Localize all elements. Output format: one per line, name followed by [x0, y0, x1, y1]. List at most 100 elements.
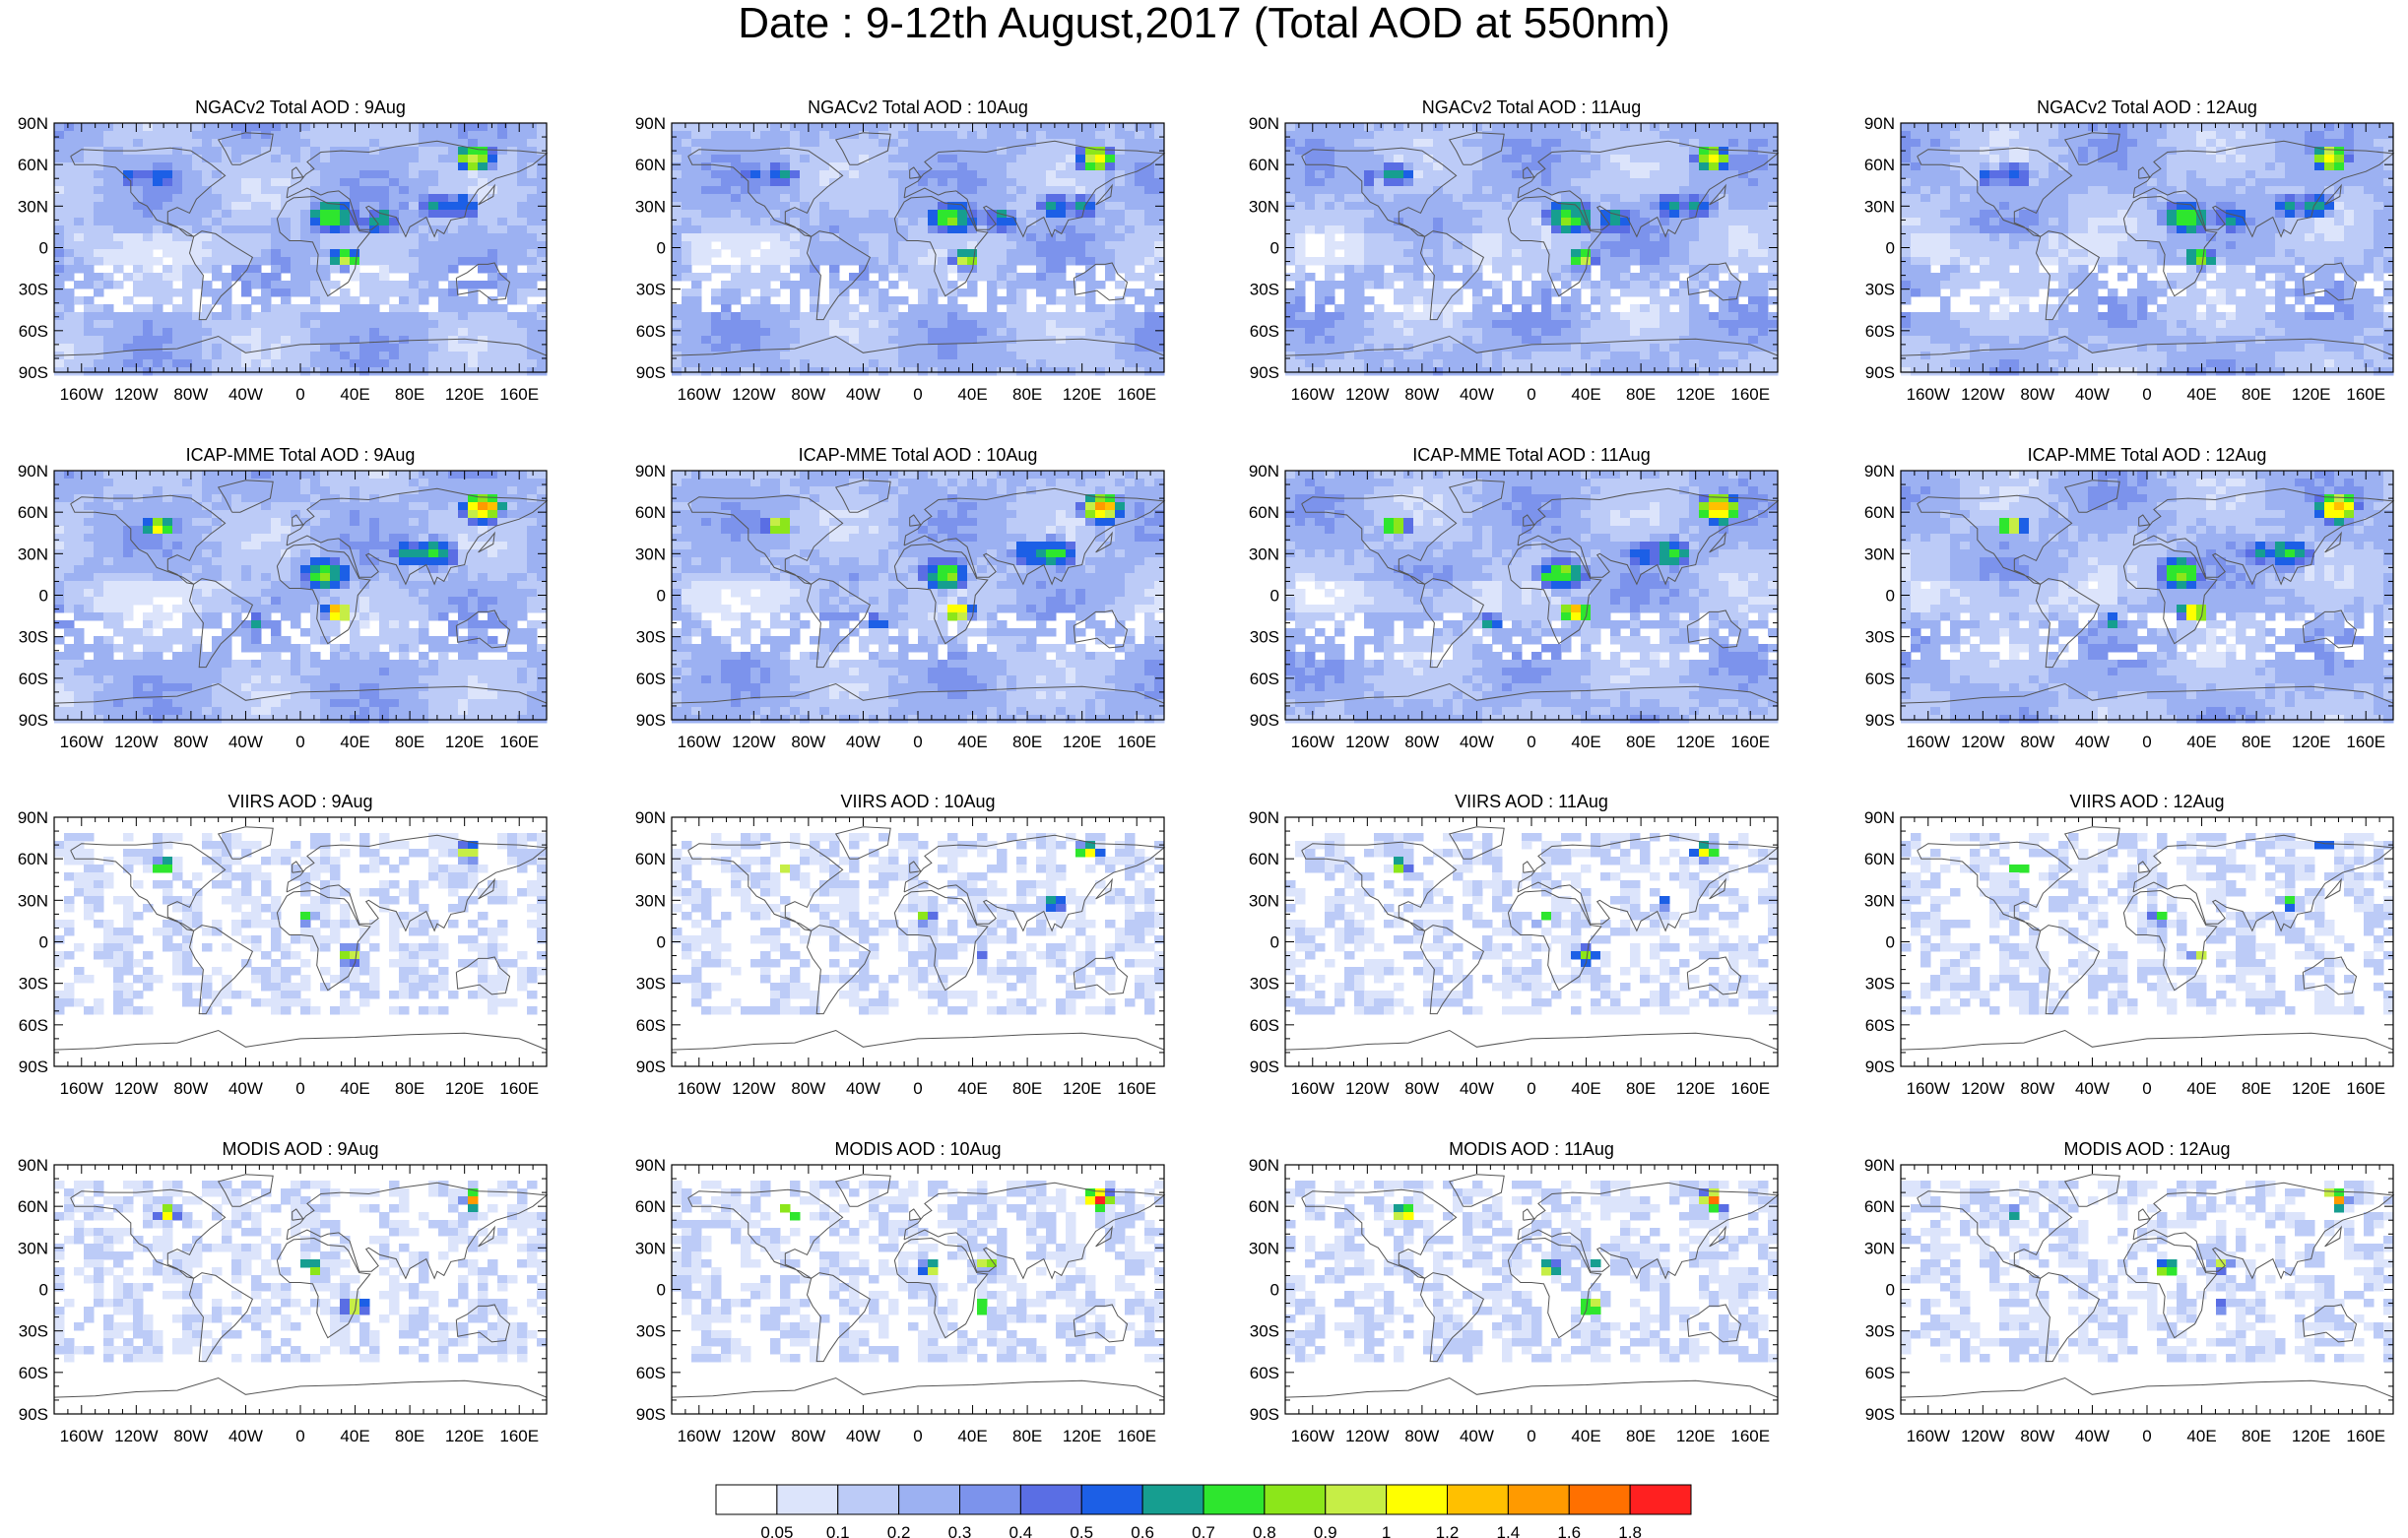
aod-cell [163, 265, 173, 274]
aod-cell [1679, 367, 1690, 376]
aod-cell [281, 296, 292, 305]
aod-cell [1669, 265, 1680, 274]
aod-cell [153, 257, 163, 266]
aod-cell [1738, 257, 1749, 266]
aod-cell [497, 210, 508, 219]
aod-cell [54, 139, 65, 148]
aod-cell [54, 170, 65, 179]
aod-cell [1443, 194, 1454, 203]
aod-cell [750, 202, 761, 211]
aod-cell [1344, 178, 1355, 187]
aod-cell [300, 328, 311, 337]
aod-cell [790, 328, 801, 337]
aod-cell [859, 147, 870, 156]
aod-cell [251, 186, 262, 195]
aod-cell [1472, 131, 1483, 140]
aod-cell [997, 218, 1008, 226]
aod-cell [770, 265, 781, 274]
aod-cell [1620, 131, 1631, 140]
aod-cell [750, 210, 761, 219]
aod-cell [1472, 352, 1483, 360]
aod-cell [1492, 210, 1503, 219]
aod-cell [497, 194, 508, 203]
aod-cell [1640, 225, 1651, 234]
aod-cell [399, 218, 410, 226]
aod-cell [1135, 352, 1145, 360]
aod-cell [672, 170, 683, 179]
aod-cell [1502, 155, 1513, 163]
aod-cell [1512, 312, 1523, 321]
aod-cell [800, 336, 811, 345]
aod-cell [770, 304, 781, 313]
aod-cell [1571, 304, 1582, 313]
aod-cell [153, 367, 163, 376]
aod-cell [1085, 344, 1096, 352]
aod-cell [1453, 352, 1464, 360]
aod-cell [379, 367, 390, 376]
aod-cell [64, 265, 75, 274]
aod-cell [721, 328, 732, 337]
aod-cell [682, 186, 692, 195]
aod-cell [987, 257, 998, 266]
aod-cell [682, 147, 692, 156]
aod-cell [1719, 225, 1729, 234]
aod-cell [760, 202, 771, 211]
aod-cell [1482, 131, 1493, 140]
aod-cell [300, 131, 311, 140]
aod-cell [1728, 233, 1739, 242]
aod-cell [1768, 359, 1779, 368]
aod-cell [428, 281, 439, 289]
aod-cell [790, 336, 801, 345]
aod-cell [64, 304, 75, 313]
aod-cell [1738, 288, 1749, 297]
aod-cell [133, 202, 144, 211]
aod-cell [829, 281, 840, 289]
aod-cell [340, 241, 351, 250]
aod-cell [1433, 225, 1444, 234]
aod-cell [497, 139, 508, 148]
aod-cell [1492, 249, 1503, 258]
aod-cell [1007, 273, 1017, 282]
aod-cell [340, 336, 351, 345]
aod-cell [1650, 359, 1660, 368]
aod-cell [1095, 218, 1106, 226]
aod-cell [517, 225, 528, 234]
aod-cell [1502, 225, 1513, 234]
aod-cell [918, 288, 929, 297]
aod-cell [1591, 147, 1601, 156]
aod-cell [1600, 162, 1611, 171]
aod-cell [1305, 202, 1316, 211]
aod-cell [281, 178, 292, 187]
aod-cell [1285, 131, 1296, 140]
aod-cell [1016, 281, 1027, 289]
aod-cell [94, 123, 104, 132]
aod-cell [977, 170, 988, 179]
aod-cell [54, 186, 65, 195]
aod-cell [967, 225, 978, 234]
aod-cell [1423, 328, 1434, 337]
aod-cell [478, 257, 488, 266]
aod-cell [1413, 186, 1424, 195]
aod-cell [379, 218, 390, 226]
aod-cell [291, 218, 301, 226]
aod-cell [488, 225, 498, 234]
aod-cell [780, 162, 791, 171]
aod-cell [1354, 155, 1365, 163]
aod-cell [74, 194, 85, 203]
aod-cell [750, 131, 761, 140]
aod-cell [1650, 249, 1660, 258]
aod-cell [1600, 281, 1611, 289]
aod-cell [1443, 344, 1454, 352]
aod-cell [310, 170, 321, 179]
aod-cell [271, 170, 282, 179]
aod-cell [869, 344, 879, 352]
aod-cell [691, 155, 702, 163]
aod-cell [133, 288, 144, 297]
aod-cell [1066, 202, 1076, 211]
aod-cell [1551, 336, 1562, 345]
coastlines [1284, 132, 1780, 356]
aod-cell [1026, 147, 1037, 156]
aod-cell [300, 249, 311, 258]
aod-cell [1630, 170, 1641, 179]
aod-cell [1669, 178, 1680, 187]
